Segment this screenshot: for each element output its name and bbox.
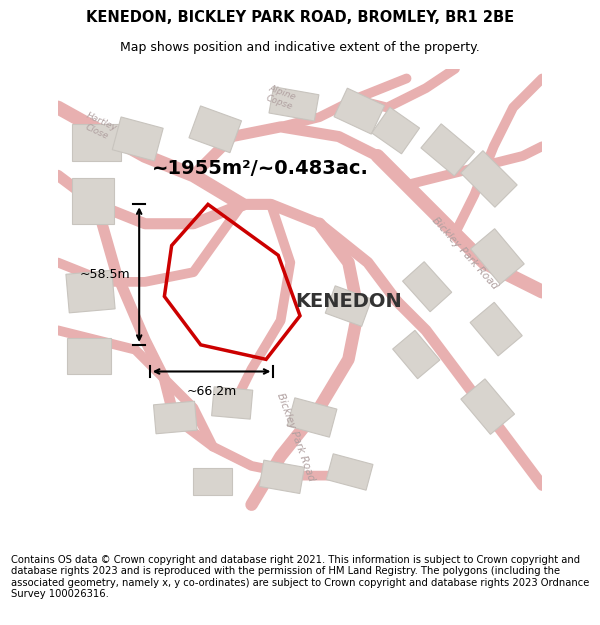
Bar [66, 270, 115, 313]
Text: ~1955m²/~0.483ac.: ~1955m²/~0.483ac. [152, 159, 369, 177]
Bar [470, 229, 524, 284]
Text: Bickley Park Road: Bickley Park Road [275, 391, 316, 482]
Bar [287, 398, 337, 437]
Bar [212, 387, 253, 419]
Bar [154, 401, 197, 434]
Bar [112, 117, 163, 161]
Bar [461, 379, 515, 434]
Bar [372, 107, 419, 154]
Bar [67, 338, 111, 374]
Bar [73, 124, 121, 161]
Bar [269, 87, 319, 121]
Text: Contains OS data © Crown copyright and database right 2021. This information is : Contains OS data © Crown copyright and d… [11, 554, 589, 599]
Bar [189, 106, 242, 152]
Text: KENEDON, BICKLEY PARK ROAD, BROMLEY, BR1 2BE: KENEDON, BICKLEY PARK ROAD, BROMLEY, BR1… [86, 10, 514, 25]
Bar [470, 302, 522, 356]
Bar [403, 262, 452, 312]
Bar [461, 151, 517, 208]
Text: Map shows position and indicative extent of the property.: Map shows position and indicative extent… [120, 41, 480, 54]
Bar [259, 460, 304, 494]
Text: KENEDON: KENEDON [295, 292, 402, 311]
Bar [392, 331, 440, 379]
Bar [193, 468, 232, 495]
Text: ~58.5m: ~58.5m [80, 268, 130, 281]
Text: Hartley
Close: Hartley Close [80, 111, 118, 142]
Bar [325, 286, 371, 326]
Text: Bickley Park Road: Bickley Park Road [430, 215, 500, 291]
Text: Alpine
Copse: Alpine Copse [264, 84, 297, 112]
Bar [73, 177, 113, 224]
Bar [326, 454, 373, 490]
Bar [421, 124, 475, 176]
Bar [334, 88, 385, 134]
Text: ~66.2m: ~66.2m [187, 385, 237, 398]
